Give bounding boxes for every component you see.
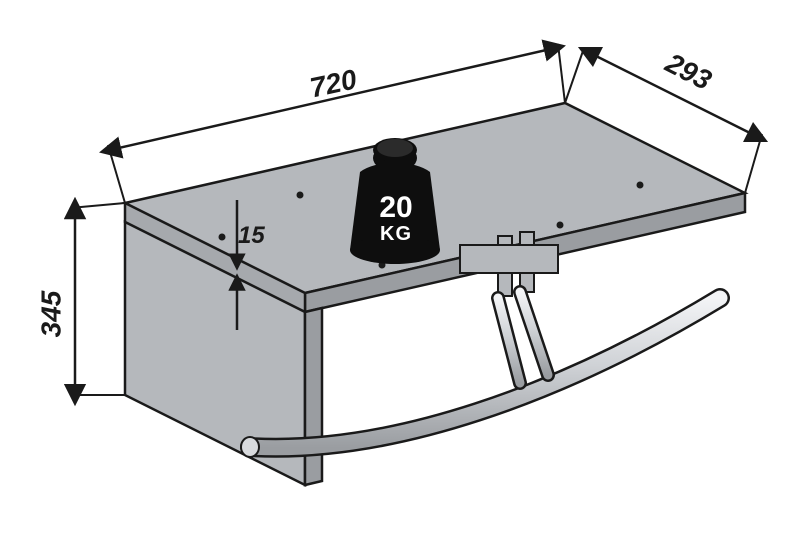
dim-height-value: 345 [35,291,66,338]
dim-thickness-value: 15 [238,222,265,249]
diagram-stage: 720 293 345 15 20 KG [0,0,800,533]
dim-thickness-label: 15 [238,224,265,248]
weight-label: 20 KG [376,192,416,245]
side-panel-edge [305,308,322,485]
weight-value: 20 [376,192,416,224]
dim-height-label: 345 [37,291,65,338]
weight-unit: KG [376,224,416,245]
